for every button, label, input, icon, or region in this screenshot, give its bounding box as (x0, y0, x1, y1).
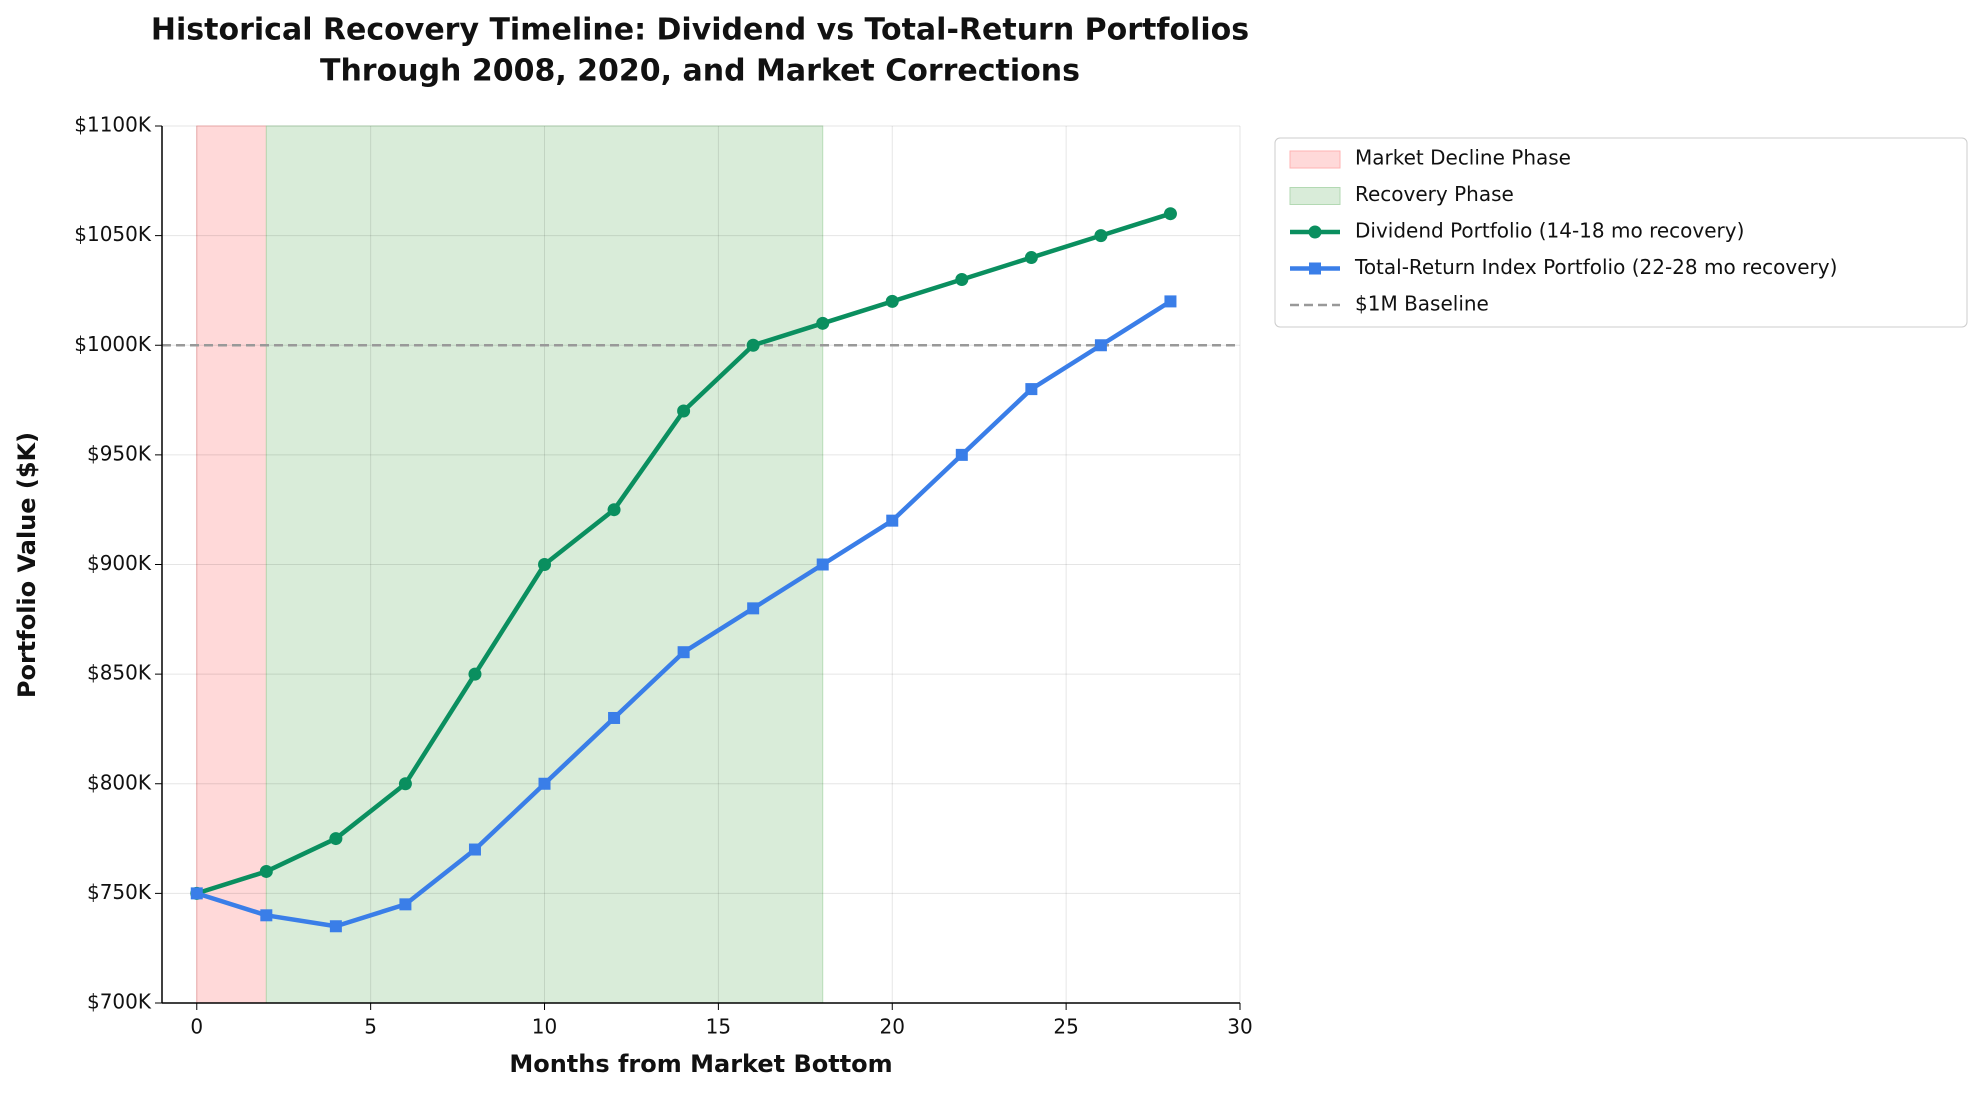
y-axis-label: Portfolio Value ($K) (13, 432, 41, 698)
y-tick-label: $750K (87, 880, 152, 904)
marker (677, 646, 690, 659)
legend-label: Market Decline Phase (1355, 146, 1571, 170)
x-tick-label: 20 (880, 1015, 905, 1039)
marker (607, 503, 621, 517)
marker (747, 602, 760, 615)
marker (816, 316, 830, 330)
y-tick-label: $950K (87, 441, 152, 465)
x-tick-label: 10 (532, 1015, 557, 1039)
phase-span (196, 125, 267, 1004)
marker (816, 558, 829, 571)
marker (538, 558, 552, 571)
marker (259, 864, 273, 878)
x-tick-label: 15 (706, 1015, 731, 1039)
y-tick-label: $800K (87, 770, 152, 794)
marker (955, 448, 968, 461)
marker (398, 777, 412, 791)
chart-title: Through 2008, 2020, and Market Correctio… (320, 54, 1080, 89)
y-tick-label: $1050K (74, 222, 152, 246)
legend-swatch (1289, 150, 1341, 169)
y-tick-label: $900K (87, 551, 152, 575)
marker (886, 514, 899, 527)
marker (746, 338, 760, 352)
marker (399, 898, 412, 911)
legend-box (1274, 137, 1968, 328)
marker (260, 909, 273, 922)
marker (677, 404, 691, 418)
marker (1025, 383, 1038, 396)
marker (538, 777, 551, 790)
marker (329, 920, 342, 933)
legend-marker (1308, 225, 1322, 239)
marker (608, 711, 621, 724)
marker (885, 294, 899, 308)
legend-marker (1309, 262, 1321, 275)
marker (1094, 229, 1108, 243)
marker (1164, 295, 1177, 308)
marker (955, 272, 969, 286)
legend-label: Total-Return Index Portfolio (22-28 mo r… (1354, 255, 1837, 279)
x-tick-label: 30 (1227, 1015, 1252, 1039)
x-tick-label: 0 (190, 1015, 203, 1039)
legend-label: Dividend Portfolio (14-18 mo recovery) (1355, 219, 1744, 243)
marker (468, 667, 482, 681)
legend-label: $1M Baseline (1355, 292, 1489, 316)
y-tick-label: $1000K (74, 332, 152, 356)
y-tick-label: $850K (87, 661, 152, 685)
x-tick-label: 5 (364, 1015, 377, 1039)
legend-label: Recovery Phase (1355, 182, 1514, 206)
marker (1024, 251, 1038, 265)
marker (329, 832, 343, 846)
marker (468, 843, 481, 856)
marker (1163, 207, 1177, 221)
marker (190, 887, 203, 900)
y-tick-label: $700K (87, 990, 152, 1014)
chart-title: Historical Recovery Timeline: Dividend v… (151, 13, 1249, 48)
marker (1094, 339, 1107, 352)
x-tick-label: 25 (1053, 1015, 1078, 1039)
y-tick-label: $1100K (74, 113, 152, 137)
legend-swatch (1289, 187, 1341, 205)
x-axis-label: Months from Market Bottom (509, 1050, 892, 1078)
